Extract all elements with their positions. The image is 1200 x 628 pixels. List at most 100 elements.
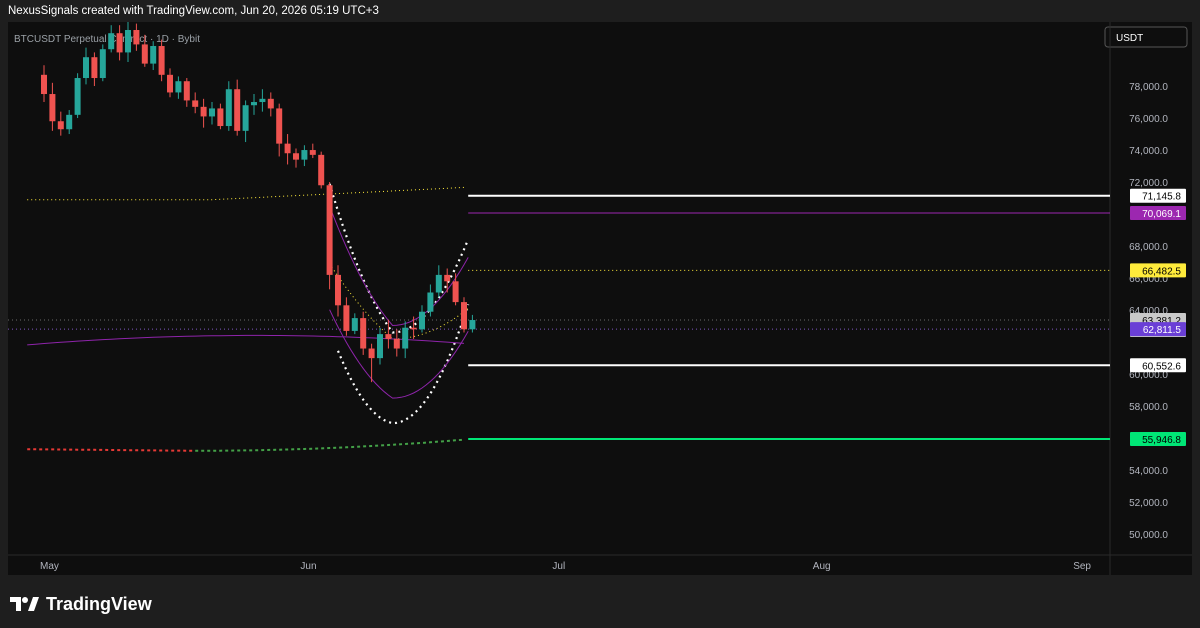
y-tick-label: 66,000.0 (1129, 274, 1168, 285)
candle-body (116, 33, 123, 53)
candle-body (419, 311, 425, 330)
candle-body (368, 348, 375, 359)
currency-button-label[interactable]: USDT (1116, 33, 1143, 44)
candle-body (284, 143, 291, 154)
price-label-box (1130, 358, 1186, 373)
candle-body (343, 305, 350, 331)
candle-body (234, 89, 241, 131)
y-tick-label: 58,000.0 (1129, 402, 1168, 413)
price-label: 62,811.5 (1143, 325, 1182, 336)
candle-body (141, 44, 148, 64)
candle-body (326, 185, 333, 275)
indicator-layer (27, 183, 470, 452)
price-labels: 71,145.870,069.166,482.563,381.221:40:01… (1130, 188, 1186, 447)
y-tick-label: 72,000.0 (1129, 178, 1168, 189)
chart-caption: NexusSignals created with TradingView.co… (8, 5, 379, 17)
candle-body (276, 108, 283, 144)
candle-body (318, 154, 325, 186)
candle-body (427, 292, 434, 312)
y-tick-label: 74,000.0 (1129, 146, 1168, 157)
candle-body (469, 320, 476, 330)
candle-body (200, 106, 207, 117)
tradingview-brand: TradingView (46, 593, 152, 614)
candle-body (301, 150, 308, 160)
candle-body (461, 302, 467, 330)
candle-body (377, 334, 383, 359)
y-tick-label: 78,000.0 (1129, 82, 1168, 93)
candle-body (133, 30, 140, 45)
candle-body (209, 108, 215, 117)
upper-band-curve (329, 206, 469, 327)
price-label: 60,552.6 (1142, 361, 1181, 372)
y-tick-label: 52,000.0 (1129, 498, 1168, 509)
price-label-box (1130, 432, 1186, 447)
candles (41, 22, 476, 383)
price-label: 55,946.8 (1142, 435, 1181, 446)
long-ma-curve (27, 186, 465, 201)
y-tick-label: 64,000.0 (1129, 306, 1168, 317)
candle-body (192, 100, 199, 107)
candle-body (444, 274, 451, 282)
candle-body (385, 334, 392, 339)
candle-body (360, 318, 367, 349)
lower-band-curve (329, 309, 469, 399)
y-tick-label: 68,000.0 (1129, 242, 1168, 253)
price-label-box (1130, 205, 1186, 220)
symbol-label: BTCUSDT Perpetual Contract · 1D · Bybit (14, 34, 200, 45)
candle-body (183, 81, 190, 101)
price-label-box (1130, 263, 1186, 278)
candle-body (125, 30, 131, 53)
candle-body (57, 121, 64, 130)
candle-body (41, 74, 47, 95)
trend-curve-red (27, 448, 196, 452)
candle-body (83, 57, 89, 79)
price-label-box (1130, 322, 1186, 337)
candle-body (259, 98, 266, 103)
candle-body (335, 274, 341, 306)
candle-body (99, 49, 106, 79)
candle-body (251, 102, 257, 106)
y-tick-label: 76,000.0 (1129, 114, 1168, 125)
candle-body (351, 318, 358, 331)
candle-body (91, 57, 98, 79)
price-label: 70,069.1 (1142, 209, 1181, 220)
price-axis: 78,000.0 76,000.0 74,000.0 72,000.0 68,000.0… (1129, 82, 1168, 541)
currency-button[interactable]: USDT (1104, 26, 1188, 48)
candle-body (167, 74, 173, 93)
candle-body (175, 81, 182, 93)
y-tick-label: 54,000.0 (1129, 466, 1168, 477)
candle-body (267, 98, 274, 109)
candle-body (108, 33, 115, 50)
price-label-box (1130, 188, 1186, 203)
candle-body (74, 78, 81, 115)
candle-body (49, 94, 56, 122)
x-tick-label: Jul (552, 561, 565, 572)
candle-body (410, 327, 417, 330)
upper-channel-curve (328, 183, 470, 334)
time-axis: May Jun Jul Aug Sep (40, 561, 1091, 572)
mid-channel-curve (329, 263, 469, 340)
candle-body (435, 274, 442, 293)
tradingview-icon (10, 597, 39, 611)
price-label: 71,145.8 (1142, 192, 1181, 203)
candle-body (66, 114, 73, 130)
candle-body (158, 46, 165, 75)
x-tick-label: Sep (1073, 561, 1091, 572)
trend-curve-green (195, 438, 465, 452)
candle-body (402, 327, 409, 349)
level-lines (8, 194, 1110, 441)
price-label: 66,482.5 (1142, 266, 1181, 277)
candle-body (217, 108, 224, 127)
x-tick-label: May (40, 561, 59, 572)
candle-body (393, 338, 400, 349)
candle-body (225, 89, 232, 127)
lower-channel-curve (336, 304, 470, 425)
candle-body (242, 105, 249, 131)
y-tick-label: 60,000.0 (1129, 370, 1168, 381)
x-tick-label: Jun (300, 561, 316, 572)
candle-body (309, 150, 316, 155)
candle-body (452, 281, 459, 303)
candle-body (293, 153, 299, 160)
price-label: 63,381.2 (1142, 316, 1181, 327)
